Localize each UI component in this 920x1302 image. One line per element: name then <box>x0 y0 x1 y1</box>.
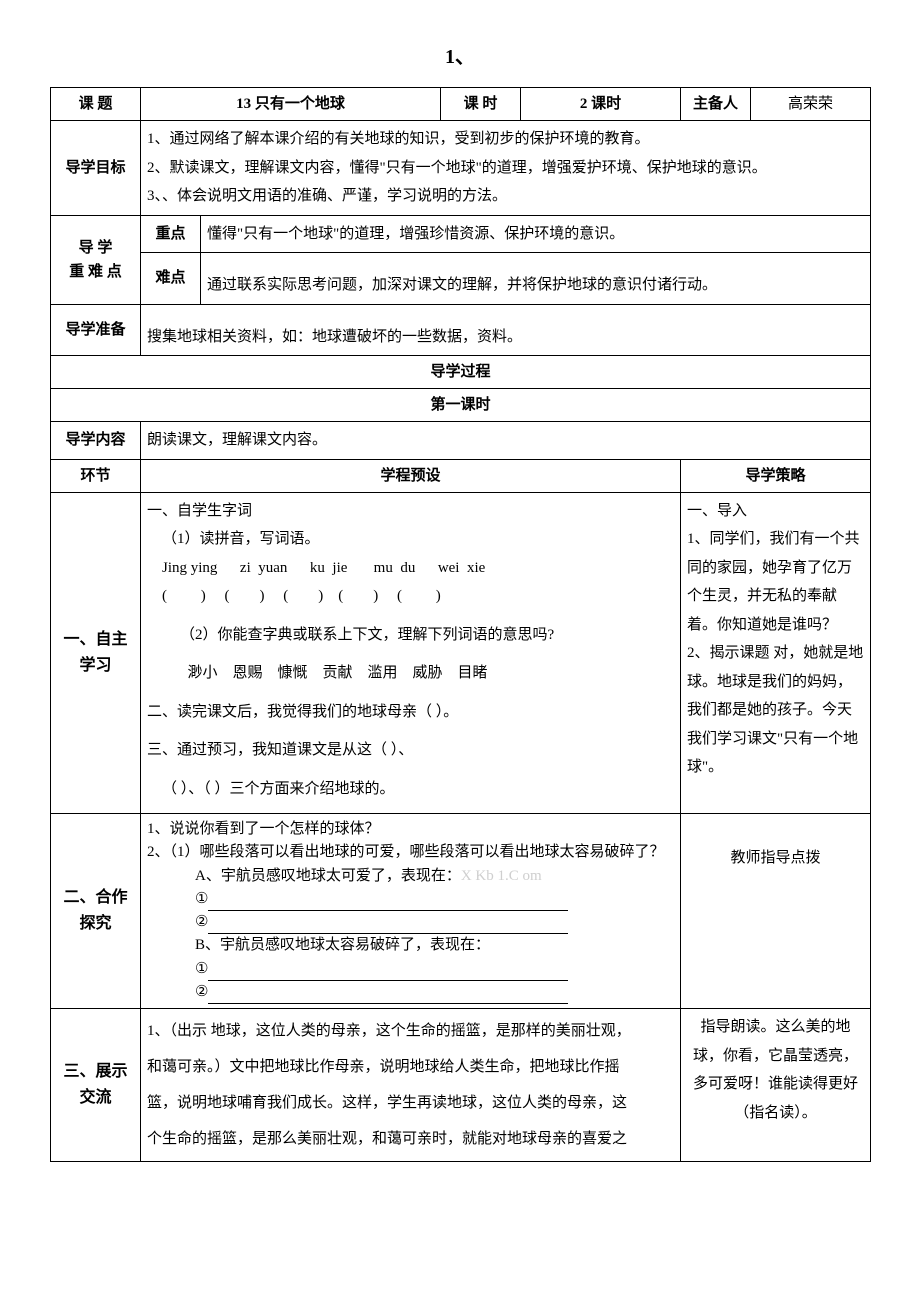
col1-header: 环节 <box>51 459 141 492</box>
s2-l2: 2、（1）哪些段落可以看出地球的可爱，哪些段落可以看出地球太容易破碎了？ <box>147 841 674 864</box>
section-1-row: 一、自主学习 一、自学生字词 （1）读拼音，写词语。 Jing ying zi … <box>51 492 871 814</box>
fill-line-4 <box>208 988 568 1004</box>
intro-row: 导学内容 朗读课文，理解课文内容。 <box>51 422 871 460</box>
s1-words: 渺小 恩赐 慷慨 贡献 滥用 威胁 目睹 <box>147 659 488 688</box>
key-label: 重点 <box>141 215 201 253</box>
key-value: 懂得"只有一个地球"的道理，增强珍惜资源、保护环境的意识。 <box>201 215 871 253</box>
s2-lA: A、宇航员感叹地球太可爱了，表现在： <box>147 865 461 888</box>
s2-blank3: ① <box>147 958 208 981</box>
s1-strategy-t1: 一、导入 <box>687 497 864 526</box>
s1-pinyin: Jing ying zi yuan ku jie mu du wei xie <box>147 554 485 583</box>
s2-blank2: ② <box>147 911 208 934</box>
preparer-label: 主备人 <box>681 88 751 121</box>
s1-l1: 一、自学生字词 <box>147 497 674 526</box>
title-label: 课 题 <box>51 88 141 121</box>
section-3-label: 三、展示交流 <box>51 1009 141 1162</box>
s3-l1: 1、（出示 地球，这位人类的母亲，这个生命的摇篮，是那样的美丽壮观， <box>147 1013 674 1049</box>
s1-strategy-t3: 2、揭示课题 对，她就是地球。地球是我们的妈妈，我们都是她的孩子。今天我们学习课… <box>687 639 864 782</box>
keypoint-label: 导 学 重 难 点 <box>51 215 141 304</box>
period-label: 课 时 <box>441 88 521 121</box>
section-1-body: 一、自学生字词 （1）读拼音，写词语。 Jing ying zi yuan ku… <box>141 492 681 814</box>
s1-l4: 二、读完课文后，我觉得我们的地球母亲（ ）。 <box>147 698 674 727</box>
s2-l1: 1、说说你看到了一个怎样的球体？ <box>147 818 674 841</box>
prep-value: 搜集地球相关资料，如：地球遭破坏的一些数据，资料。 <box>141 304 871 356</box>
diff-value: 通过联系实际思考问题，加深对课文的理解，并将保护地球的意识付诸行动。 <box>201 253 871 305</box>
s1-l3: （2）你能查字典或联系上下文，理解下列词语的意思吗? <box>147 621 554 650</box>
s3-l4: 个生命的摇篮，是那么美丽壮观，和蔼可亲时，就能对地球母亲的喜爱之 <box>147 1121 674 1157</box>
s1-l6: （ ）、（ ）三个方面来介绍地球的。 <box>147 775 395 804</box>
fill-line-3 <box>208 965 568 981</box>
goals-row: 导学目标 1、通过网络了解本课介绍的有关地球的知识，受到初步的保护环境的教育。 … <box>51 121 871 216</box>
s3-l3: 篮，说明地球哺育我们成长。这样，学生再读地球，这位人类的母亲，这 <box>147 1085 674 1121</box>
column-headers-row: 环节 学程预设 导学策略 <box>51 459 871 492</box>
goals-label: 导学目标 <box>51 121 141 216</box>
fill-line-2 <box>208 918 568 934</box>
section-2-strategy: 教师指导点拨 <box>681 814 871 1009</box>
prep-label: 导学准备 <box>51 304 141 356</box>
section-1-strategy: 一、导入 1、同学们，我们有一个共同的家园，她孕育了亿万个生灵，并无私的奉献着。… <box>681 492 871 814</box>
process-header: 导学过程 <box>51 356 871 389</box>
s2-blank4: ② <box>147 981 208 1004</box>
difficulty-row: 难点 通过联系实际思考问题，加深对课文的理解，并将保护地球的意识付诸行动。 <box>51 253 871 305</box>
col2-header: 学程预设 <box>141 459 681 492</box>
section-1-label: 一、自主学习 <box>51 492 141 814</box>
intro-label: 导学内容 <box>51 422 141 460</box>
section-2-body: 1、说说你看到了一个怎样的球体？ 2、（1）哪些段落可以看出地球的可爱，哪些段落… <box>141 814 681 1009</box>
lesson-header: 第一课时 <box>51 389 871 422</box>
lesson-plan-table: 课 题 13 只有一个地球 课 时 2 课时 主备人 高荣荣 导学目标 1、通过… <box>50 87 871 1162</box>
s2-faded: X Kb 1.C om <box>461 868 542 884</box>
header-row: 课 题 13 只有一个地球 课 时 2 课时 主备人 高荣荣 <box>51 88 871 121</box>
period-value: 2 课时 <box>521 88 681 121</box>
diff-label: 难点 <box>141 253 201 305</box>
goal-item-2: 2、默读课文，理解课文内容，懂得"只有一个地球"的道理，增强爱护环境、保护地球的… <box>147 154 864 183</box>
goal-item-1: 1、通过网络了解本课介绍的有关地球的知识，受到初步的保护环境的教育。 <box>147 125 864 154</box>
section-2-row: 二、合作探究 1、说说你看到了一个怎样的球体？ 2、（1）哪些段落可以看出地球的… <box>51 814 871 1009</box>
section-3-body: 1、（出示 地球，这位人类的母亲，这个生命的摇篮，是那样的美丽壮观， 和蔼可亲。… <box>141 1009 681 1162</box>
fill-line-1 <box>208 895 568 911</box>
s2-lB: B、宇航员感叹地球太容易破碎了，表现在： <box>147 934 490 957</box>
prep-row: 导学准备 搜集地球相关资料，如：地球遭破坏的一些数据，资料。 <box>51 304 871 356</box>
s2-blank1: ① <box>147 888 208 911</box>
col3-header: 导学策略 <box>681 459 871 492</box>
section-2-label: 二、合作探究 <box>51 814 141 1009</box>
s1-strategy-t2: 1、同学们，我们有一个共同的家园，她孕育了亿万个生灵，并无私的奉献着。你知道她是… <box>687 525 864 639</box>
keypoint-label-l2: 重 难 点 <box>57 260 134 284</box>
lesson-header-row: 第一课时 <box>51 389 871 422</box>
s1-l2: （1）读拼音，写词语。 <box>147 525 320 554</box>
section-3-row: 三、展示交流 1、（出示 地球，这位人类的母亲，这个生命的摇篮，是那样的美丽壮观… <box>51 1009 871 1162</box>
s1-l5: 三、通过预习，我知道课文是从这（ ）、 <box>147 736 674 765</box>
process-header-row: 导学过程 <box>51 356 871 389</box>
goals-content: 1、通过网络了解本课介绍的有关地球的知识，受到初步的保护环境的教育。 2、默读课… <box>141 121 871 216</box>
keypoint-label-l1: 导 学 <box>57 236 134 260</box>
title-value: 13 只有一个地球 <box>141 88 441 121</box>
page-number: 1、 <box>50 40 870 69</box>
keypoint-row: 导 学 重 难 点 重点 懂得"只有一个地球"的道理，增强珍惜资源、保护环境的意… <box>51 215 871 253</box>
section-3-strategy: 指导朗读。这么美的地球，你看，它晶莹透亮，多可爱呀！谁能读得更好（指名读）。 <box>681 1009 871 1162</box>
intro-value: 朗读课文，理解课文内容。 <box>141 422 871 460</box>
s3-l2: 和蔼可亲。）文中把地球比作母亲，说明地球给人类生命，把地球比作摇 <box>147 1049 674 1085</box>
preparer-value: 高荣荣 <box>751 88 871 121</box>
s1-brackets: ( ) ( ) ( ) ( ) ( ) <box>147 582 441 611</box>
goal-item-3: 3、、体会说明文用语的准确、严谨，学习说明的方法。 <box>147 182 864 211</box>
